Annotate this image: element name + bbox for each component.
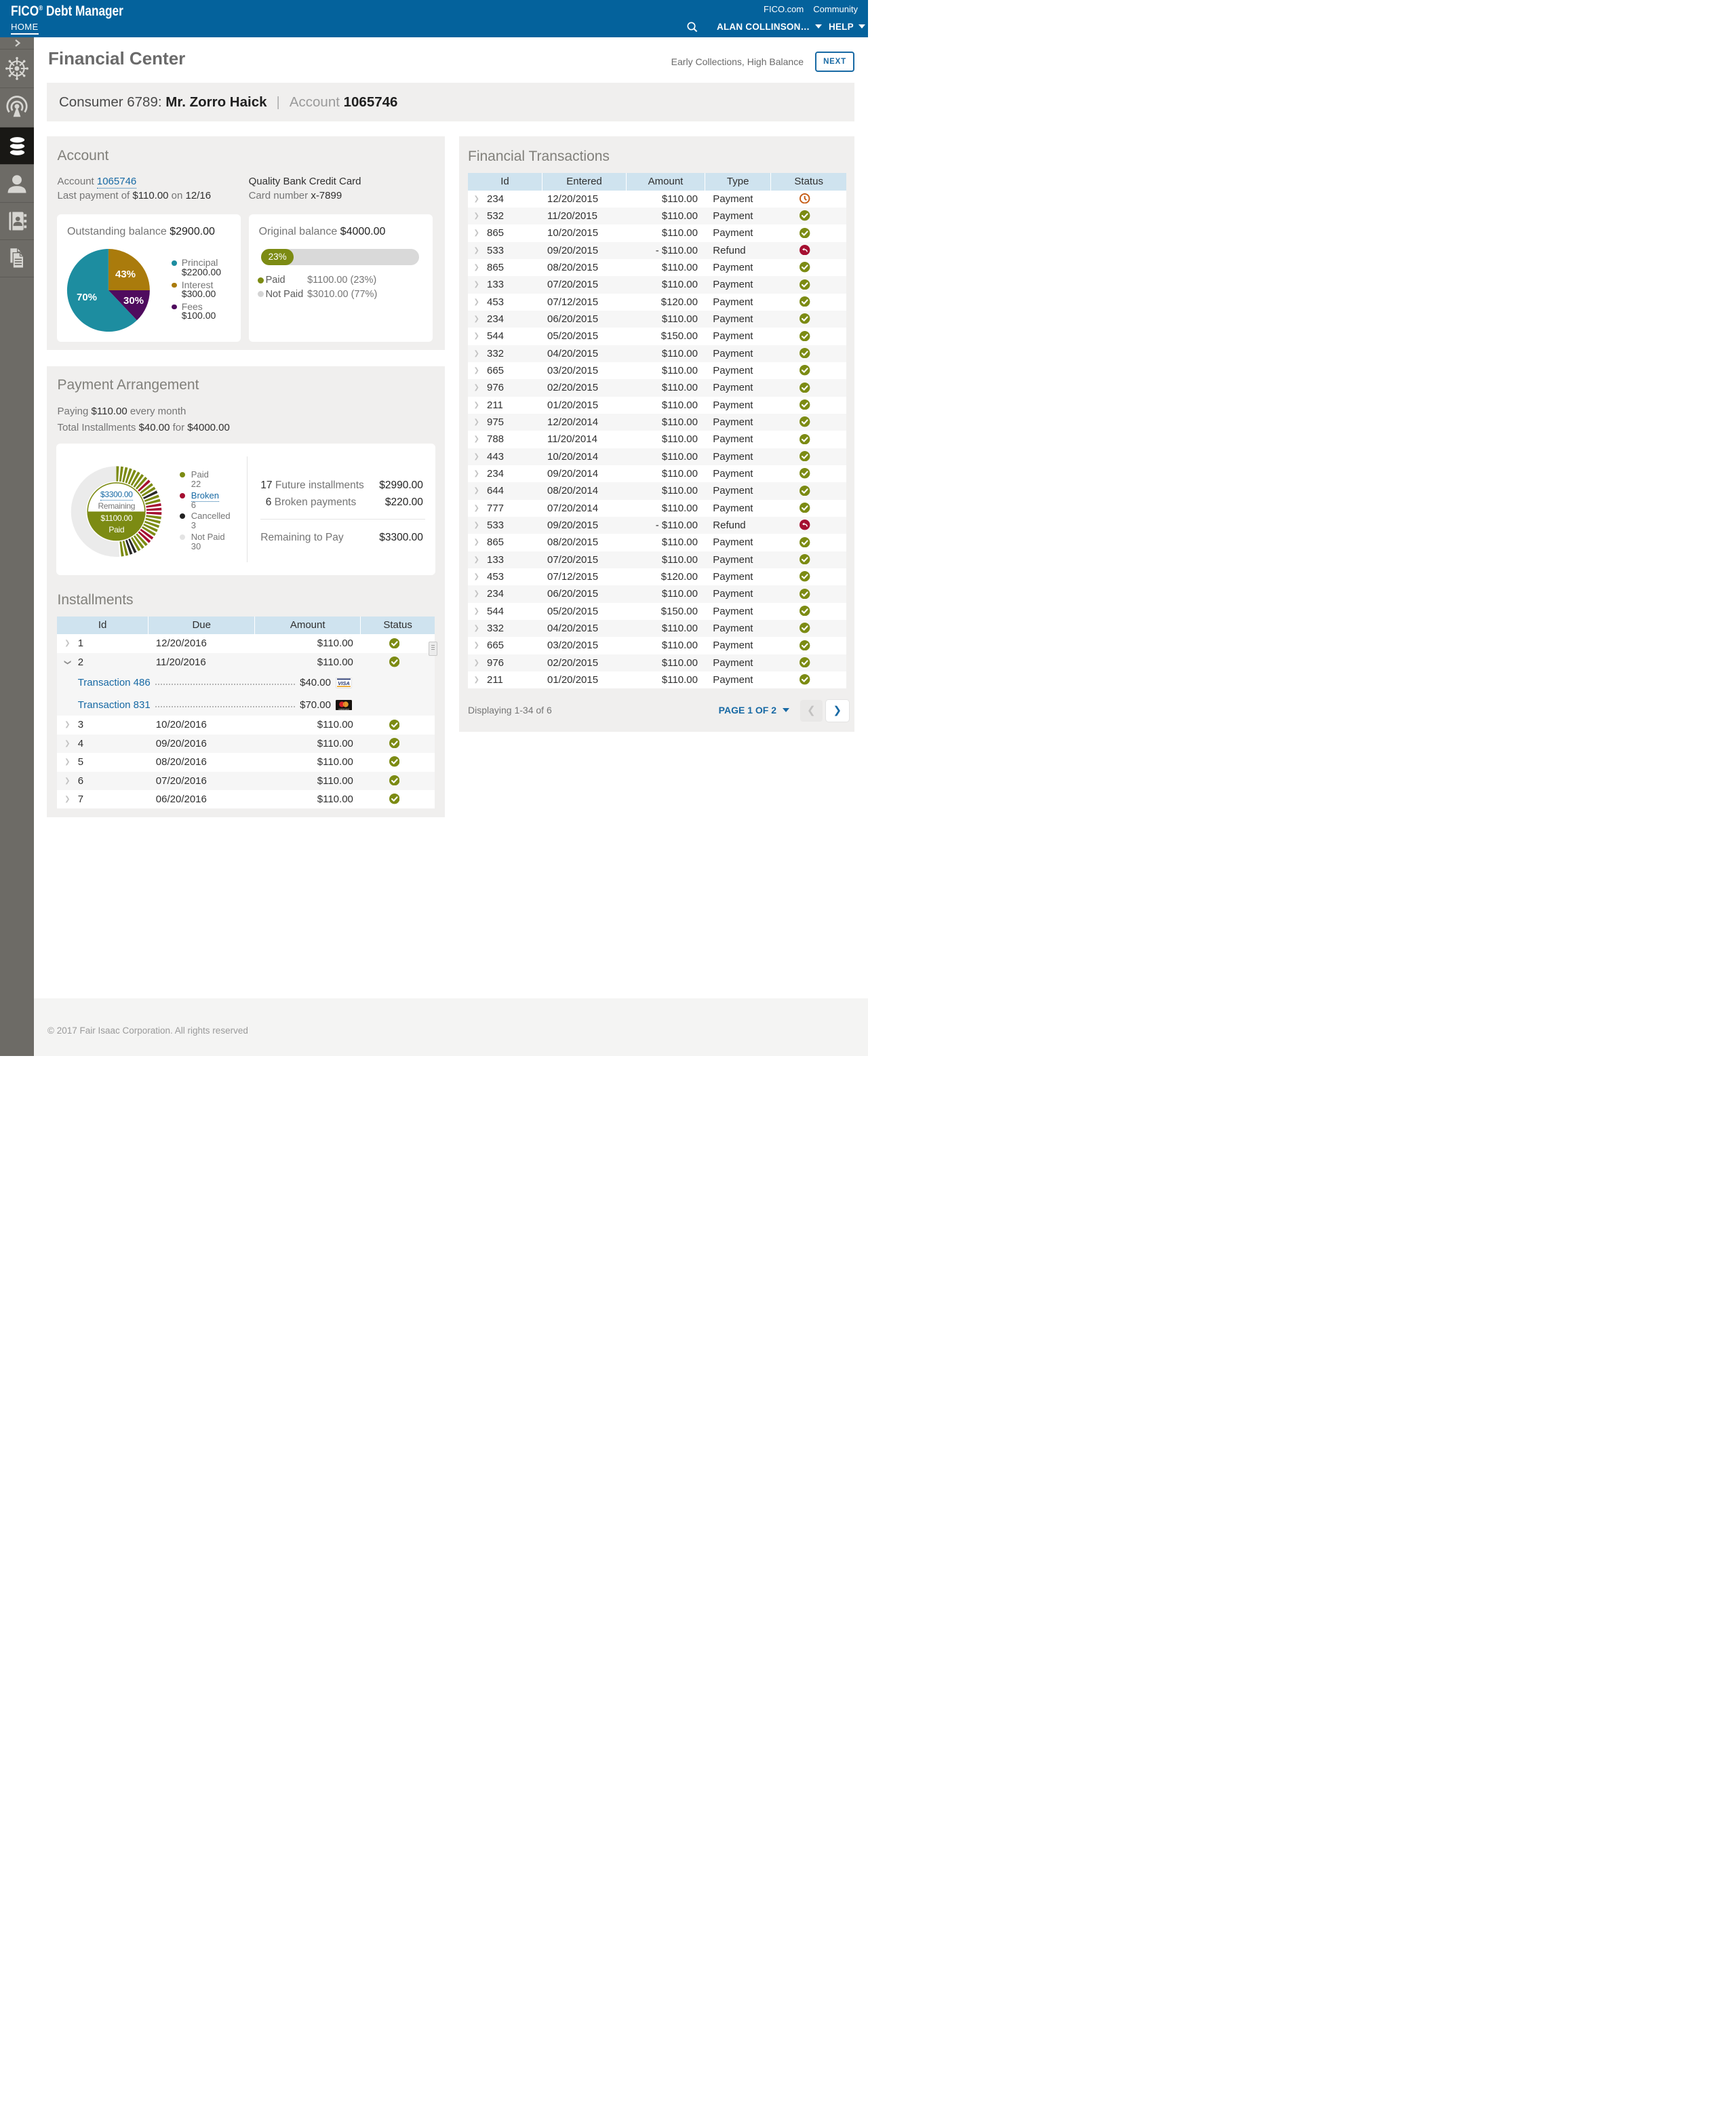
svg-text:VISA: VISA (338, 680, 350, 686)
svg-text:mastercard: mastercard (338, 707, 349, 710)
